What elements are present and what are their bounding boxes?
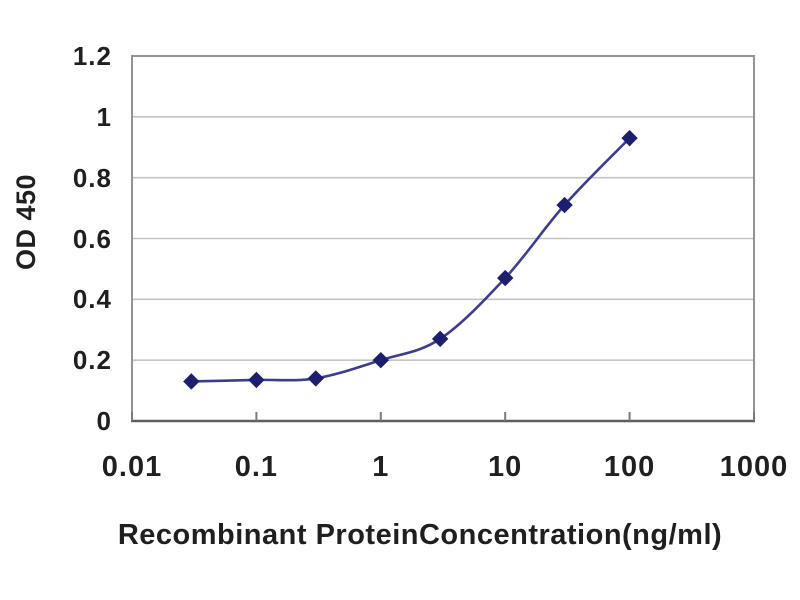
y-tick-label: 1 [96, 101, 112, 132]
y-tick-label: 0.2 [72, 345, 112, 376]
series-line [190, 136, 631, 383]
y-tick-label: 0.4 [72, 284, 112, 315]
data-point-marker [372, 351, 390, 369]
data-point-marker [496, 269, 514, 287]
y-tick-label: 0.6 [72, 223, 112, 254]
data-point-marker [431, 330, 449, 348]
data-point-marker [183, 373, 200, 390]
data-point-marker [248, 371, 265, 389]
x-tick-label: 100 [603, 451, 656, 483]
x-tick-label: 10 [488, 451, 523, 483]
data-point-marker [556, 196, 573, 214]
y-tick-label: 0 [96, 406, 112, 436]
x-tick-label: 1 [372, 451, 390, 483]
data-point-marker [621, 129, 638, 147]
x-tick-label: 1000 [719, 451, 789, 483]
y-tick-label: 1.2 [72, 41, 112, 71]
x-axis-title: Recombinant ProteinConcentration(ng/ml) [117, 519, 723, 551]
data-point-marker [307, 370, 324, 387]
x-tick-label: 0.1 [234, 451, 279, 483]
y-tick-label: 0.8 [72, 162, 112, 193]
x-tick-label: 0.01 [101, 451, 163, 483]
